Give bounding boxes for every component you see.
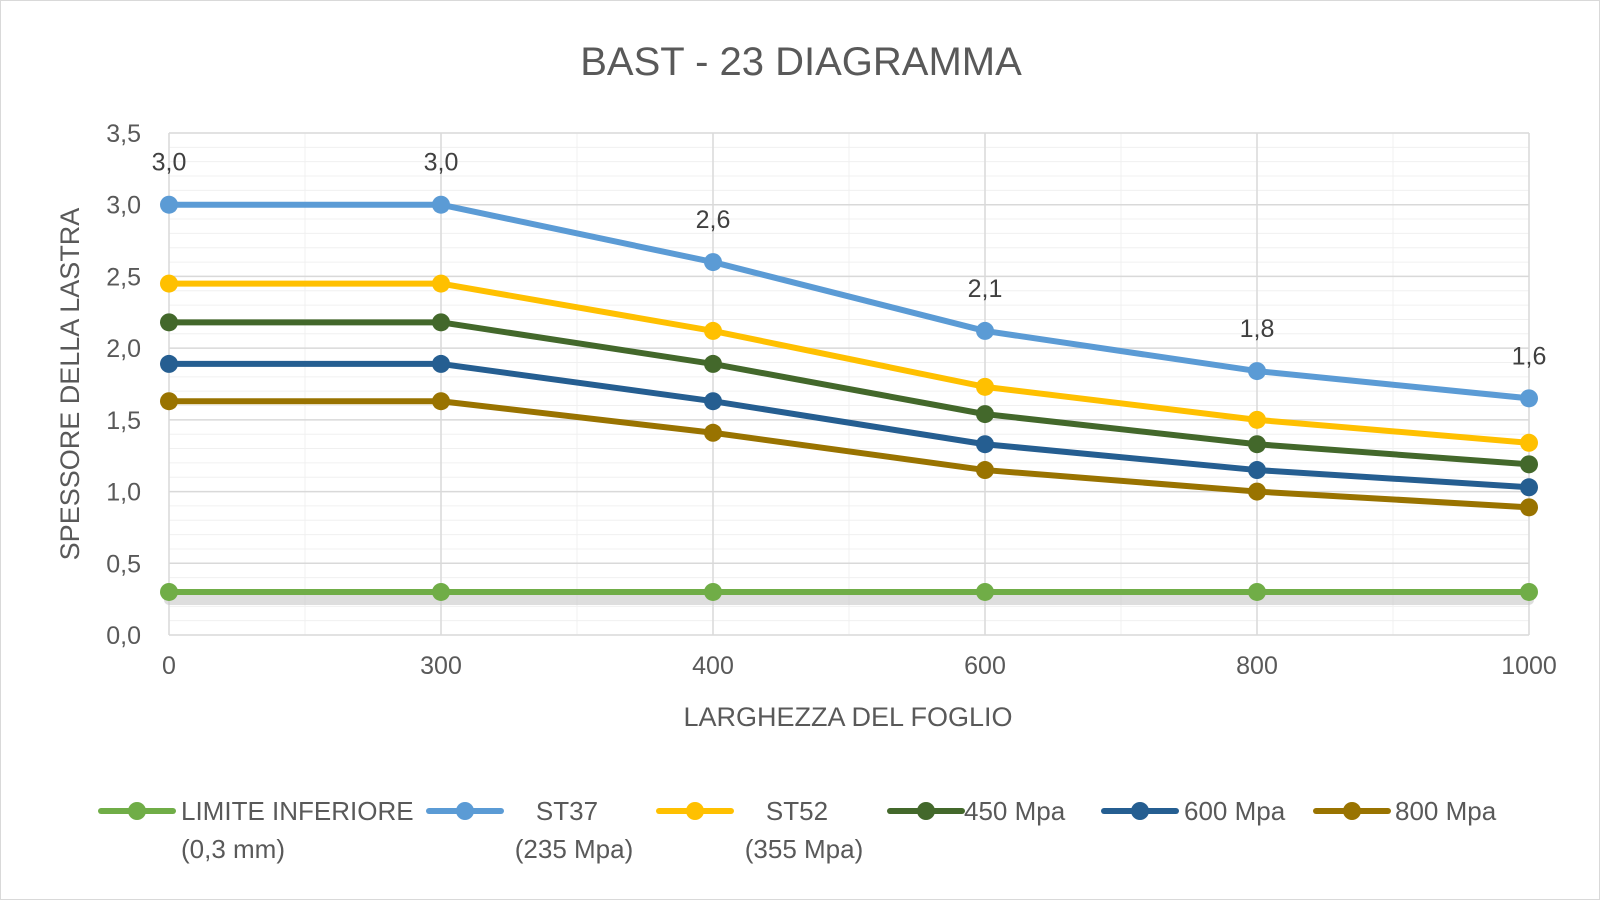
data-point (704, 354, 722, 373)
x-tick-label: 600 (964, 652, 1006, 680)
series-line (166, 319, 1532, 468)
x-tick-label: 300 (420, 652, 462, 680)
data-labels: 3,0 3,0 2,6 2,1 1,8 1,6 (152, 149, 1547, 371)
data-label: 3,0 (424, 149, 459, 177)
y-tick-label: 2,0 (106, 335, 141, 363)
gridlines (168, 132, 1530, 636)
legend-label: 800 Mpa (1395, 796, 1497, 826)
data-point (1248, 582, 1266, 601)
y-tick-label: 0,0 (106, 622, 141, 650)
data-point (1520, 582, 1538, 601)
data-point (432, 313, 450, 332)
y-tick-label: 0,5 (106, 550, 141, 578)
data-point (1520, 478, 1538, 497)
x-tick-label: 400 (692, 652, 734, 680)
data-point (976, 435, 994, 454)
data-point (160, 313, 178, 332)
legend-label: 450 Mpa (964, 796, 1066, 826)
legend-marker (1343, 802, 1361, 820)
x-tick-label: 0 (162, 652, 176, 680)
legend[interactable]: LIMITE INFERIORE (0,3 mm) ST37 (235 Mpa) ST5… (98, 796, 1497, 864)
data-point (704, 392, 722, 411)
data-point (1248, 410, 1266, 429)
data-point (704, 423, 722, 442)
legend-marker (128, 802, 146, 820)
data-label: 2,1 (968, 275, 1003, 303)
data-label: 1,6 (1512, 342, 1547, 370)
x-tick-label: 800 (1236, 652, 1278, 680)
data-point (160, 354, 178, 373)
data-point (1520, 433, 1538, 452)
data-point (1248, 435, 1266, 454)
data-point (704, 321, 722, 340)
data-point (976, 461, 994, 480)
legend-label: LIMITE INFERIORE (181, 796, 414, 826)
axes: 0,0 0,5 1,0 1,5 2,0 2,5 3,0 3,5 0 300 400 600 800 100… (106, 120, 1557, 680)
data-point (432, 354, 450, 373)
data-point (432, 392, 450, 411)
x-tick-label: 1000 (1501, 652, 1557, 680)
y-axis-title: SPESSORE DELLA LASTRA (55, 208, 85, 561)
data-point (1520, 498, 1538, 517)
y-tick-label: 2,5 (106, 263, 141, 291)
data-point (160, 274, 178, 293)
data-point (432, 195, 450, 214)
data-point (160, 582, 178, 601)
y-tick-label: 1,0 (106, 479, 141, 507)
data-point (704, 582, 722, 601)
y-tick-label: 3,0 (106, 192, 141, 220)
data-point (1520, 389, 1538, 408)
data-point (976, 377, 994, 396)
data-point (1248, 362, 1266, 381)
data-label: 2,6 (696, 206, 731, 234)
series-group (160, 195, 1538, 605)
legend-label: ST37 (536, 796, 598, 826)
series-line (166, 201, 1532, 402)
legend-marker (686, 802, 704, 820)
legend-label-sub: (355 Mpa) (745, 834, 864, 864)
legend-marker (917, 802, 935, 820)
data-point (704, 253, 722, 272)
chart-title: BAST - 23 DIAGRAMMA (580, 40, 1022, 84)
data-point (976, 321, 994, 340)
data-point (1248, 461, 1266, 480)
data-point (1248, 482, 1266, 501)
series-line (166, 360, 1532, 491)
data-point (160, 195, 178, 214)
data-point (160, 392, 178, 411)
data-label: 3,0 (152, 149, 187, 177)
legend-label-sub: (235 Mpa) (515, 834, 634, 864)
data-point (432, 274, 450, 293)
data-point (1520, 455, 1538, 474)
y-tick-label: 1,5 (106, 407, 141, 435)
legend-label: ST52 (766, 796, 828, 826)
legend-marker (1131, 802, 1149, 820)
data-point (432, 582, 450, 601)
data-point (976, 405, 994, 424)
series-line (166, 280, 1532, 446)
legend-label-sub: (0,3 mm) (181, 834, 285, 864)
y-tick-label: 3,5 (106, 120, 141, 148)
data-point (976, 582, 994, 601)
legend-marker (456, 802, 474, 820)
legend-label: 600 Mpa (1184, 796, 1286, 826)
data-label: 1,8 (1240, 315, 1275, 343)
x-axis-title: LARGHEZZA DEL FOGLIO (683, 702, 1012, 732)
series-line (166, 398, 1532, 511)
